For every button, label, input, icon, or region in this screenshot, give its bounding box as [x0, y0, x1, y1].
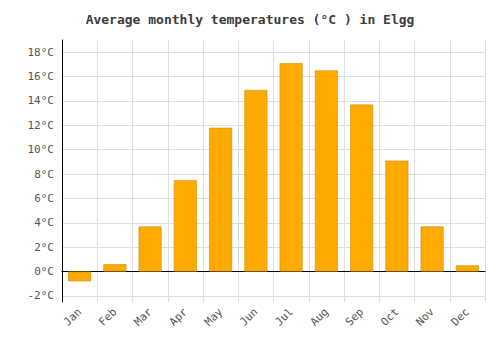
svg-text:Feb: Feb	[96, 305, 119, 328]
svg-text:Nov: Nov	[413, 305, 436, 328]
svg-text:May: May	[202, 305, 225, 328]
svg-text:10°C: 10°C	[28, 143, 55, 156]
svg-text:Jun: Jun	[237, 305, 260, 328]
svg-text:Dec: Dec	[449, 305, 472, 328]
svg-text:6°C: 6°C	[34, 192, 54, 205]
svg-text:8°C: 8°C	[34, 168, 54, 181]
svg-text:18°C: 18°C	[28, 46, 55, 59]
svg-text:Oct: Oct	[378, 305, 401, 328]
svg-text:Jul: Jul	[272, 305, 295, 328]
svg-text:-2°C: -2°C	[28, 289, 55, 302]
svg-text:Sep: Sep	[343, 305, 366, 328]
svg-text:4°C: 4°C	[34, 216, 54, 229]
svg-text:Jan: Jan	[61, 305, 84, 328]
svg-text:Mar: Mar	[131, 305, 154, 328]
svg-text:Aug: Aug	[308, 305, 331, 328]
svg-text:12°C: 12°C	[28, 119, 55, 132]
svg-text:14°C: 14°C	[28, 94, 55, 107]
svg-text:0°C: 0°C	[34, 265, 54, 278]
svg-text:2°C: 2°C	[34, 241, 54, 254]
svg-text:16°C: 16°C	[28, 70, 55, 83]
svg-text:Average monthly temperatures (: Average monthly temperatures (°C ) in El…	[86, 12, 415, 27]
svg-text:Apr: Apr	[167, 305, 190, 328]
